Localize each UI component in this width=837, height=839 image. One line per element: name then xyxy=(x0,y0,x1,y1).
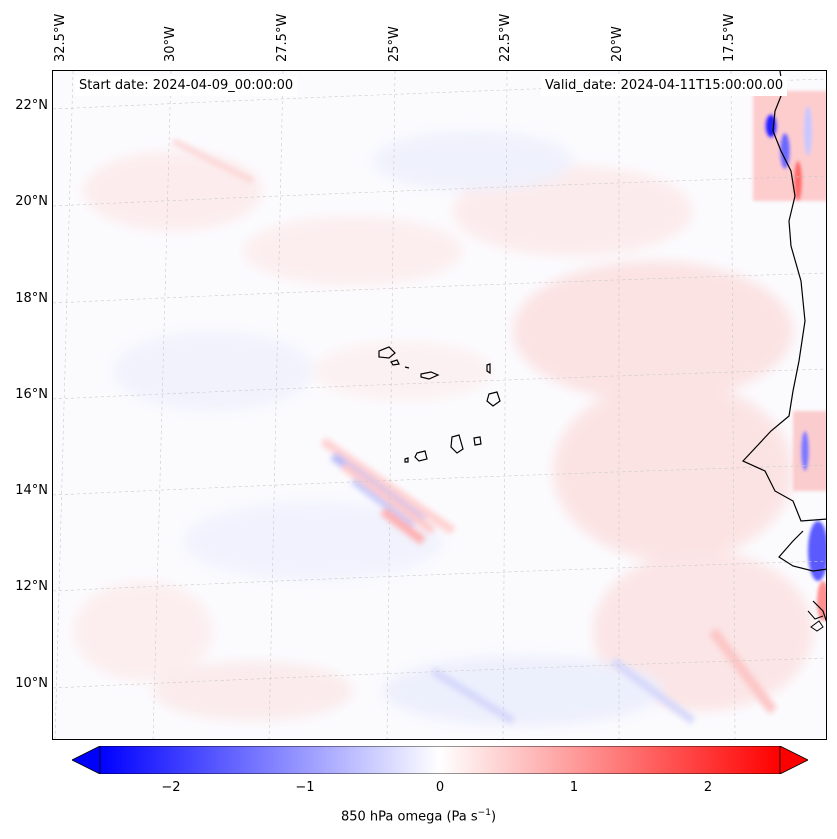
colorbar-label: 850 hPa omega (Pa s−1) xyxy=(0,808,837,824)
colorbar-label-exponent: −1 xyxy=(477,808,491,818)
lat-label-12n: 12°N xyxy=(15,579,48,594)
african-coastline xyxy=(741,71,826,622)
omega-field-map xyxy=(53,71,826,739)
lon-label-25w: 25°W xyxy=(387,26,402,62)
colorbar-label-close: ) xyxy=(490,809,497,825)
lon-label-32-5w: 32.5°W xyxy=(53,13,68,62)
colorbar-tick-2: 2 xyxy=(703,780,713,795)
colorbar-tick-neg2: −2 xyxy=(161,780,181,795)
omega-wave-stripes xyxy=(171,138,777,725)
lon-label-27-5w: 27.5°W xyxy=(275,13,290,62)
colorbar-tick-1: 1 xyxy=(569,780,579,795)
valid-date-label: Valid_date: 2024-04-11T15:00:00.00 xyxy=(541,76,788,96)
lon-label-17-5w: 17.5°W xyxy=(722,13,737,62)
colorbar-body xyxy=(99,746,781,774)
lon-label-30w: 30°W xyxy=(163,26,178,62)
colorbar xyxy=(72,746,808,774)
colorbar-tick-neg1: −1 xyxy=(295,780,315,795)
lat-label-18n: 18°N xyxy=(15,291,48,306)
colorbar-tick-0: 0 xyxy=(435,780,445,795)
coastal-islands xyxy=(807,610,824,632)
lon-label-22-5w: 22.5°W xyxy=(498,13,513,62)
omega-broad-patches xyxy=(73,131,813,726)
colorbar-label-main: 850 hPa omega (Pa s xyxy=(340,809,478,825)
lat-label-20n: 20°N xyxy=(15,194,48,209)
colorbar-max-extend xyxy=(779,746,808,774)
map-panel[interactable] xyxy=(52,70,827,740)
graticule-lines xyxy=(53,71,826,739)
lat-label-22n: 22°N xyxy=(15,98,48,113)
cape-verde-islands xyxy=(378,346,501,463)
lat-label-14n: 14°N xyxy=(15,483,48,498)
start-date-label: Start date: 2024-04-09_00:00:00 xyxy=(75,76,298,96)
lon-label-20w: 20°W xyxy=(610,26,625,62)
colorbar-min-extend xyxy=(72,746,101,774)
lat-label-10n: 10°N xyxy=(15,676,48,691)
lat-label-16n: 16°N xyxy=(15,387,48,402)
omega-coastal-signal xyxy=(753,91,826,621)
